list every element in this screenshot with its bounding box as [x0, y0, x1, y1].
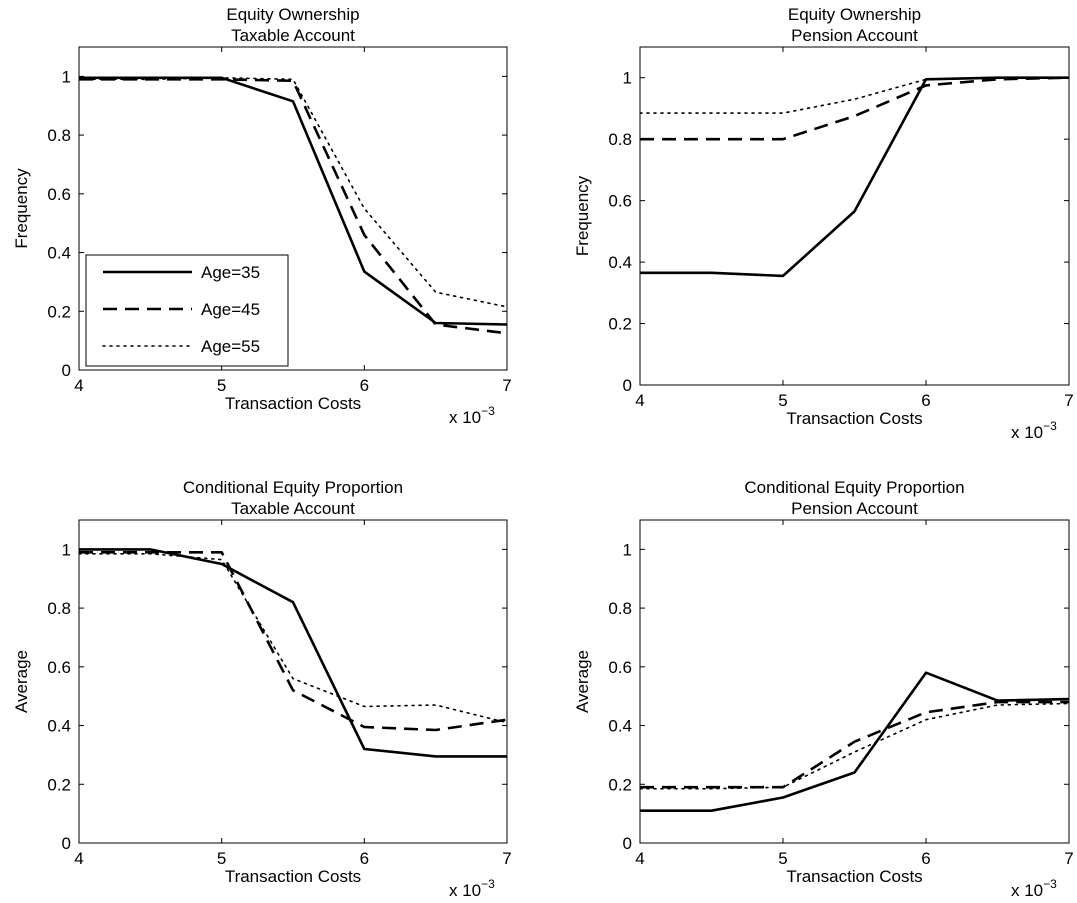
y-tick-label: 0.2 — [608, 775, 632, 794]
x-axis-label: Transaction Costs — [786, 867, 922, 886]
y-tick-label: 0.8 — [608, 599, 632, 618]
x-tick-label: 5 — [217, 376, 226, 395]
legend-label: Age=45 — [201, 300, 260, 319]
y-axis-label: Frequency — [12, 168, 31, 249]
series-line-age-35 — [640, 671, 1069, 813]
chart-title-line: Equity Ownership — [788, 5, 921, 24]
series-line-age-55 — [79, 77, 507, 308]
chart-title-line: Conditional Equity Proportion — [183, 478, 403, 497]
x-tick-label: 7 — [1064, 391, 1073, 410]
y-tick-label: 0.8 — [47, 126, 71, 145]
y-tick-label: 1 — [62, 67, 71, 86]
chart-panel-2: Equity Ownership Pension Account 4 5 6 7 0 0.2 0… — [573, 5, 1074, 442]
x-tick-label: 4 — [74, 849, 83, 868]
series-line-age-45 — [79, 550, 507, 732]
y-tick-label: 1 — [62, 540, 71, 559]
y-tick-label: 0.6 — [608, 192, 632, 211]
x-tick-label: 6 — [360, 376, 369, 395]
series-line-age-45 — [640, 76, 1069, 141]
legend-label: Age=35 — [201, 263, 260, 282]
x-tick-label: 7 — [502, 849, 511, 868]
axes-frame — [78, 46, 508, 371]
chart-title-line: Taxable Account — [231, 499, 355, 518]
y-tick-label: 0 — [62, 834, 71, 853]
x-tick-label: 7 — [502, 376, 511, 395]
x-tick-label: 6 — [360, 849, 369, 868]
y-tick-label: 0.6 — [608, 658, 632, 677]
x-tick-label: 4 — [635, 391, 644, 410]
y-tick-label: 1 — [623, 540, 632, 559]
x-exponent-power: −3 — [481, 404, 495, 418]
x-exponent-base: x 10 — [449, 408, 481, 427]
y-tick-label: 0.8 — [47, 599, 71, 618]
x-tick-label: 6 — [921, 849, 930, 868]
y-axis-label: Average — [12, 650, 31, 713]
series-line-age-55 — [79, 552, 507, 724]
x-exponent-label: x 10−3 — [449, 877, 495, 900]
y-tick-label: 0.2 — [47, 775, 71, 794]
x-exponent-power: −3 — [1043, 877, 1057, 891]
y-tick-label: 0.6 — [47, 185, 71, 204]
y-tick-label: 0.2 — [47, 302, 71, 321]
x-tick-label: 7 — [1064, 849, 1073, 868]
x-exponent-label: x 10−3 — [1011, 419, 1057, 442]
x-tick-label: 5 — [778, 849, 787, 868]
series-line-age-55 — [640, 76, 1069, 114]
y-tick-label: 0.4 — [608, 717, 632, 736]
x-exponent-power: −3 — [481, 877, 495, 891]
series-line-age-55 — [640, 702, 1069, 790]
x-exponent-base: x 10 — [1011, 423, 1043, 442]
chart-panel-3: Conditional Equity Proportion Taxable Acc… — [12, 478, 512, 900]
y-tick-label: 0.6 — [47, 658, 71, 677]
x-tick-label: 4 — [74, 376, 83, 395]
chart-title-line: Pension Account — [791, 499, 918, 518]
legend-label: Age=55 — [201, 337, 260, 356]
x-tick-label: 5 — [778, 391, 787, 410]
axes-frame — [78, 519, 508, 844]
y-tick-label: 0.4 — [47, 717, 71, 736]
chart-title-line: Taxable Account — [231, 26, 355, 45]
chart-panel-1: Equity Ownership Taxable Account 4 5 6 7 0 0.2 0… — [12, 5, 512, 427]
x-axis-label: Transaction Costs — [225, 867, 361, 886]
axes-frame — [639, 519, 1070, 844]
y-axis-label: Frequency — [573, 175, 592, 256]
x-tick-label: 4 — [635, 849, 644, 868]
y-tick-label: 0 — [62, 361, 71, 380]
x-exponent-base: x 10 — [1011, 881, 1043, 900]
y-tick-label: 0.4 — [47, 244, 71, 263]
series-line-age-35 — [640, 76, 1069, 278]
axes-frame — [639, 46, 1070, 386]
x-tick-label: 6 — [921, 391, 930, 410]
legend-box — [85, 254, 289, 367]
y-tick-label: 0.8 — [608, 130, 632, 149]
y-axis-label: Average — [573, 650, 592, 713]
x-tick-label: 5 — [217, 849, 226, 868]
chart-panel-4: Conditional Equity Proportion Pension Acc… — [573, 478, 1074, 900]
series-line-age-35 — [79, 548, 507, 758]
y-tick-label: 0 — [623, 834, 632, 853]
chart-title-line: Conditional Equity Proportion — [744, 478, 964, 497]
y-tick-label: 0.4 — [608, 253, 632, 272]
x-axis-label: Transaction Costs — [225, 394, 361, 413]
x-axis-label: Transaction Costs — [786, 409, 922, 428]
y-tick-label: 0 — [623, 376, 632, 395]
x-exponent-base: x 10 — [449, 881, 481, 900]
y-tick-label: 1 — [623, 69, 632, 88]
chart-title-line: Equity Ownership — [226, 5, 359, 24]
series-line-age-45 — [640, 700, 1069, 789]
legend: Age=35 Age=45 Age=55 — [85, 254, 289, 367]
chart-title-line: Pension Account — [791, 26, 918, 45]
x-exponent-label: x 10−3 — [1011, 877, 1057, 900]
x-exponent-power: −3 — [1043, 419, 1057, 433]
x-exponent-label: x 10−3 — [449, 404, 495, 427]
y-tick-label: 0.2 — [608, 315, 632, 334]
